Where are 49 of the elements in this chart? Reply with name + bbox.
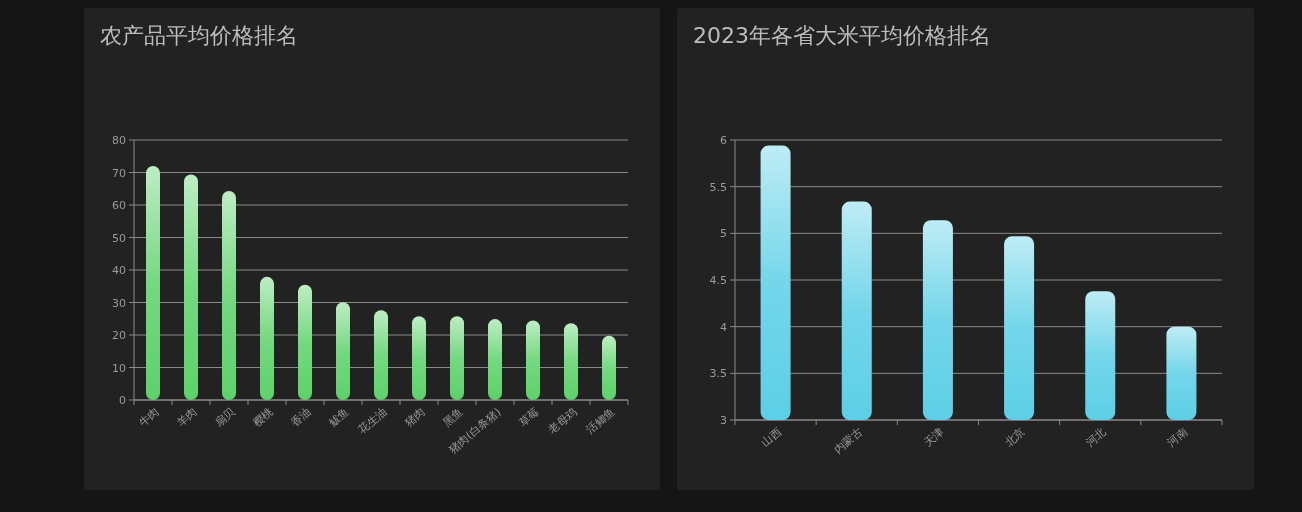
chart-title: 农产品平均价格排名 — [100, 23, 298, 48]
x-tick-label: 河南 — [1164, 425, 1190, 450]
x-tick-label: 老母鸡 — [545, 405, 580, 437]
x-tick-label: 河北 — [1083, 425, 1109, 450]
x-tick-label: 扇贝 — [212, 405, 238, 430]
bar — [602, 335, 616, 400]
y-tick-label: 6 — [720, 134, 727, 147]
x-tick-label: 牛肉 — [136, 405, 162, 430]
x-tick-label: 活鲫鱼 — [583, 405, 618, 437]
bar — [450, 316, 464, 400]
x-tick-label: 黑鱼 — [440, 405, 466, 430]
chart-title: 2023年各省大米平均价格排名 — [693, 23, 991, 48]
bar — [260, 276, 274, 400]
bar — [336, 302, 350, 400]
bar — [146, 166, 160, 400]
y-tick-label: 30 — [112, 296, 126, 310]
y-tick-label: 5.5 — [709, 180, 727, 194]
x-tick-label: 鲅鱼 — [326, 405, 352, 430]
y-tick-label: 70 — [112, 166, 126, 180]
y-tick-label: 3 — [720, 414, 727, 427]
x-tick-label: 羊肉 — [174, 405, 200, 430]
y-tick-label: 50 — [112, 231, 126, 245]
bar — [298, 284, 312, 400]
bar — [526, 320, 540, 400]
y-tick-label: 10 — [112, 361, 126, 375]
y-tick-label: 4.5 — [709, 274, 727, 287]
y-tick-label: 3.5 — [709, 367, 727, 381]
y-tick-label: 80 — [112, 134, 126, 147]
bar — [564, 323, 578, 400]
y-tick-label: 5 — [720, 227, 727, 241]
x-tick-label: 樱桃 — [250, 405, 276, 430]
bar — [374, 310, 388, 400]
y-tick-label: 20 — [112, 329, 126, 342]
x-tick-label: 猪肉 — [402, 405, 428, 430]
y-tick-label: 4 — [720, 320, 727, 334]
bar — [184, 174, 198, 400]
bar — [488, 319, 502, 400]
bar — [222, 191, 236, 400]
x-tick-label: 北京 — [1002, 425, 1028, 450]
x-tick-label: 山西 — [758, 425, 785, 450]
x-tick-label: 内蒙古 — [831, 425, 866, 457]
x-tick-label: 天津 — [921, 425, 947, 450]
x-tick-label: 草莓 — [516, 405, 542, 430]
y-tick-label: 60 — [112, 199, 126, 212]
bar — [412, 316, 426, 400]
y-tick-label: 0 — [119, 394, 126, 407]
x-tick-label: 香油 — [288, 405, 314, 430]
y-tick-label: 40 — [112, 264, 126, 277]
x-tick-label: 花生油 — [355, 405, 390, 437]
